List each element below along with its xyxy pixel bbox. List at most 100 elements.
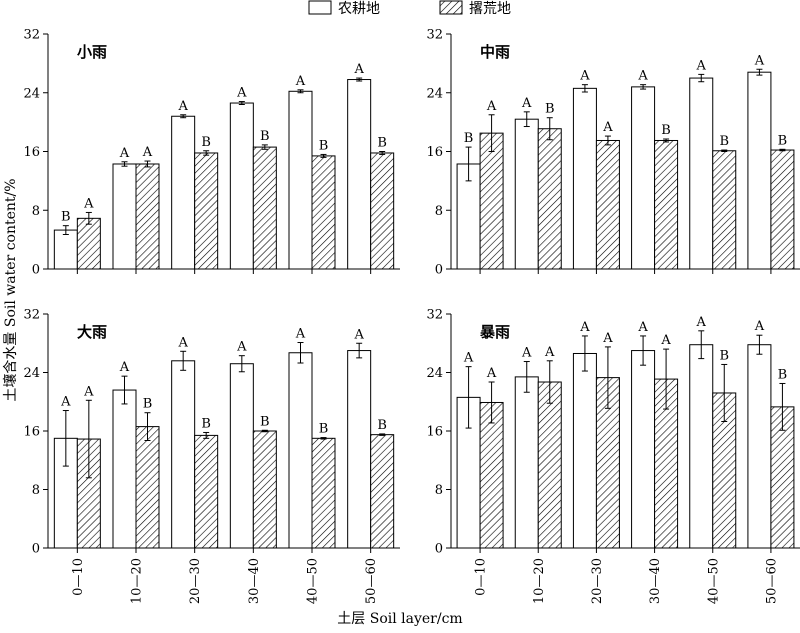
significance-letter: B — [719, 134, 729, 149]
significance-letter: A — [696, 315, 707, 330]
significance-letter: A — [177, 335, 188, 350]
significance-letter: B — [260, 129, 270, 144]
bar-farmland — [689, 77, 714, 270]
significance-letter: B — [260, 414, 270, 429]
significance-letter: A — [486, 99, 497, 114]
bar-farmland — [631, 350, 656, 549]
significance-letter: A — [579, 69, 590, 84]
bar-abandoned — [712, 150, 737, 270]
x-tick-label: 50—60 — [364, 558, 379, 604]
bar-farmland — [171, 115, 196, 270]
panel-title: 大雨 — [77, 323, 107, 341]
bar-farmland — [229, 363, 254, 549]
x-tick-label: 10—20 — [130, 558, 145, 604]
bar-farmland — [572, 352, 597, 549]
y-tick-label: 24 — [23, 86, 40, 101]
significance-letter: B — [377, 418, 387, 433]
bar-abandoned — [370, 434, 395, 549]
significance-letter: A — [60, 395, 71, 410]
significance-letter: A — [521, 96, 532, 111]
significance-letter: B — [778, 367, 788, 382]
bar-abandoned — [194, 152, 219, 270]
panel-title: 暴雨 — [480, 323, 510, 341]
bar-abandoned — [479, 132, 504, 270]
bar-farmland — [112, 389, 137, 549]
x-tick-label: 0—10 — [71, 558, 86, 596]
significance-letter: B — [319, 138, 329, 153]
y-tick-label: 32 — [23, 28, 40, 43]
legend-swatch-open — [308, 0, 332, 15]
x-tick-label: 50—60 — [764, 558, 779, 604]
y-tick-label: 32 — [426, 308, 443, 323]
significance-letter: A — [602, 120, 613, 135]
significance-letter: A — [295, 327, 306, 342]
significance-letter: A — [119, 146, 130, 161]
bar-farmland — [747, 344, 772, 549]
significance-letter: B — [319, 422, 329, 437]
significance-letter: A — [236, 86, 247, 101]
bar-farmland — [572, 87, 597, 270]
bar-farmland — [171, 360, 196, 549]
significance-letter: B — [464, 131, 474, 146]
bar-abandoned — [654, 139, 679, 270]
significance-letter: A — [637, 320, 648, 335]
significance-letter: A — [579, 320, 590, 335]
significance-letter: A — [83, 384, 94, 399]
x-axis-label: 土层 Soil layer/cm — [337, 611, 462, 627]
x-tick-label: 0—10 — [474, 558, 489, 596]
significance-letter: A — [83, 196, 94, 211]
bar-abandoned — [194, 434, 219, 549]
bar-abandoned — [252, 146, 277, 270]
significance-letter: B — [719, 348, 729, 363]
bar-abandoned — [135, 426, 160, 549]
bar-farmland — [689, 344, 714, 549]
y-tick-label: 32 — [23, 308, 40, 323]
panel-title: 中雨 — [480, 43, 510, 61]
bar-abandoned — [370, 152, 395, 270]
y-tick-label: 0 — [32, 542, 40, 557]
chart-panel-3: 08162432大雨AA0—10AB10—20AB20—30AB30—40AB4… — [23, 308, 400, 604]
y-tick-label: 16 — [23, 145, 40, 160]
significance-letter: A — [353, 62, 364, 77]
significance-letter: A — [521, 346, 532, 361]
significance-letter: A — [295, 74, 306, 89]
significance-letter: B — [778, 133, 788, 148]
y-tick-label: 16 — [426, 145, 443, 160]
bar-abandoned — [479, 401, 504, 549]
x-tick-label: 10—20 — [532, 558, 547, 604]
y-tick-label: 8 — [435, 483, 443, 498]
bar-farmland — [288, 352, 313, 549]
x-tick-label: 30—40 — [247, 558, 262, 604]
significance-letter: A — [637, 69, 648, 84]
y-tick-label: 24 — [426, 366, 443, 381]
y-axis-label: 土壤含水量 Soil water content/% — [2, 178, 19, 401]
y-tick-label: 0 — [435, 263, 443, 278]
significance-letter: A — [696, 58, 707, 73]
bar-farmland — [229, 102, 254, 270]
bar-abandoned — [252, 430, 277, 549]
bar-farmland — [747, 71, 772, 270]
bar-farmland — [53, 229, 78, 270]
legend-label-open: 农耕地 — [338, 0, 380, 17]
bar-abandoned — [135, 163, 160, 270]
x-tick-label: 40—50 — [706, 558, 721, 604]
significance-letter: B — [377, 136, 387, 151]
significance-letter: B — [661, 123, 671, 138]
significance-letter: A — [142, 145, 153, 160]
legend-swatch-hatched — [439, 0, 463, 15]
significance-letter: A — [486, 366, 497, 381]
bar-farmland — [112, 163, 137, 270]
x-tick-label: 40—50 — [306, 558, 321, 604]
bar-farmland — [347, 350, 372, 549]
y-tick-label: 8 — [32, 483, 40, 498]
bar-farmland — [631, 86, 656, 270]
significance-letter: A — [463, 351, 474, 366]
bar-farmland — [514, 376, 539, 549]
legend: 农耕地 撂荒地 — [308, 0, 511, 17]
bar-abandoned — [770, 149, 795, 270]
